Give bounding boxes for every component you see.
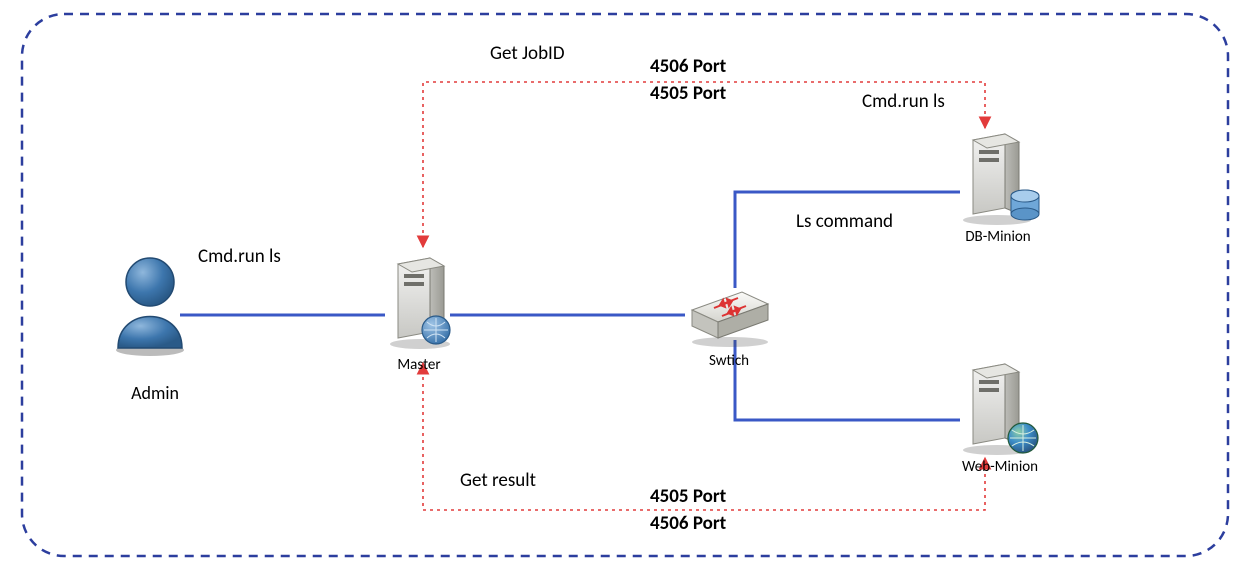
admin-label: Admin	[110, 382, 200, 404]
switch-icon	[680, 280, 780, 350]
label-4505-bottom: 4505 Port	[650, 485, 726, 508]
label-cmd-run-db: Cmd.run ls	[862, 90, 945, 113]
label-get-result: Get result	[460, 469, 536, 492]
edge-switch-db	[735, 192, 960, 288]
switch-label: Swtich	[694, 352, 764, 370]
master-label: Master	[384, 356, 454, 374]
label-4506-bottom: 4506 Port	[650, 512, 726, 535]
admin-icon	[110, 248, 190, 358]
web-minion-label: Web-Minion	[946, 458, 1054, 476]
diagram-canvas: Admin Master	[0, 0, 1248, 572]
web-minion-icon	[955, 358, 1045, 458]
label-4506-top: 4506 Port	[650, 55, 726, 78]
label-get-jobid: Get JobID	[490, 42, 565, 65]
label-4505-top: 4505 Port	[650, 82, 726, 105]
label-cmd-run-admin: Cmd.run ls	[198, 245, 281, 268]
db-minion-icon	[955, 128, 1045, 228]
label-ls-command: Ls command	[796, 210, 893, 233]
db-minion-label: DB-Minion	[948, 228, 1048, 246]
master-icon	[380, 252, 460, 352]
edge-switch-web	[735, 340, 960, 420]
